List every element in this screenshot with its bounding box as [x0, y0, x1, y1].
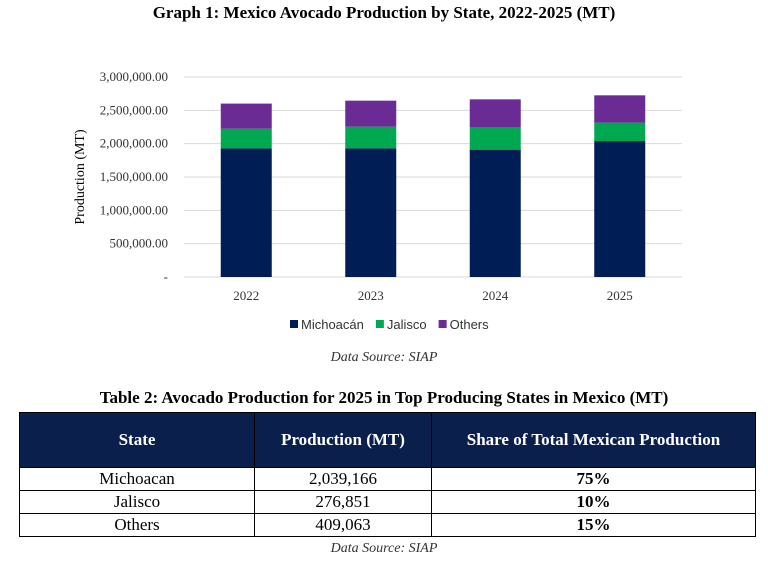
bar-others-2023 [345, 100, 397, 127]
header-state: State [19, 412, 255, 468]
cell-production: 276,851 [254, 490, 432, 514]
bar-michoacán-2022 [220, 148, 272, 277]
bar-jalisco-2025 [594, 122, 646, 142]
cell-share: 15% [431, 513, 756, 537]
legend-swatch-others [438, 320, 447, 328]
bar-jalisco-2022 [220, 128, 272, 149]
graph-title: Graph 1: Mexico Avocado Production by St… [152, 3, 616, 22]
bar-jalisco-2024 [469, 127, 521, 150]
table-row: Others 409,063 15% [19, 513, 756, 537]
table-row: Jalisco 276,851 10% [19, 490, 756, 514]
legend-label: Others [450, 317, 490, 332]
table-title: Table 2: Avocado Production for 2025 in … [99, 388, 669, 407]
y-tick-label: 1,500,000.00 [100, 169, 168, 184]
y-tick-label: 1,000,000.00 [100, 202, 168, 217]
y-tick-label: 500,000.00 [110, 236, 169, 251]
cell-state: Others [19, 513, 255, 537]
table-row: Michoacan 2,039,166 75% [19, 467, 756, 491]
y-tick-label: - [164, 269, 168, 284]
x-tick-label: 2025 [607, 288, 633, 303]
y-tick-label: 3,000,000.00 [100, 69, 168, 84]
x-tick-label: 2023 [358, 288, 384, 303]
legend-label: Michoacán [301, 317, 364, 332]
x-tick-label: 2024 [482, 288, 509, 303]
cell-state: Jalisco [19, 490, 255, 514]
bar-others-2024 [469, 99, 521, 127]
bar-jalisco-2023 [345, 126, 397, 149]
table-source: Data Source: SIAP [330, 541, 438, 556]
production-table: State Production (MT) Share of Total Mex… [19, 412, 756, 537]
cell-production: 2,039,166 [254, 467, 432, 491]
bar-michoacán-2025 [594, 141, 646, 277]
header-production: Production (MT) [254, 412, 432, 468]
legend-label: Jalisco [387, 317, 427, 332]
cell-share: 10% [431, 490, 756, 514]
y-tick-label: 2,000,000.00 [100, 136, 168, 151]
y-axis-label: Production (MT) [73, 129, 88, 225]
x-tick-label: 2022 [233, 288, 259, 303]
bar-others-2022 [220, 103, 272, 129]
legend-swatch-jalisco [375, 320, 384, 328]
bar-others-2025 [594, 95, 646, 123]
cell-state: Michoacan [19, 467, 255, 491]
stacked-bar-chart: - 500,000.00 1,000,000.00 1,500,000.00 2,000… [73, 69, 682, 332]
table-header-row: State Production (MT) Share of Total Mex… [19, 412, 756, 468]
cell-production: 409,063 [254, 513, 432, 537]
legend-swatch-michoacán [290, 320, 298, 328]
bar-michoacán-2024 [469, 149, 521, 277]
header-share: Share of Total Mexican Production [431, 412, 756, 468]
cell-share: 75% [431, 467, 756, 491]
graph-source: Data Source: SIAP [330, 350, 438, 365]
bar-michoacán-2023 [345, 148, 397, 277]
y-tick-label: 2,500,000.00 [100, 102, 168, 117]
